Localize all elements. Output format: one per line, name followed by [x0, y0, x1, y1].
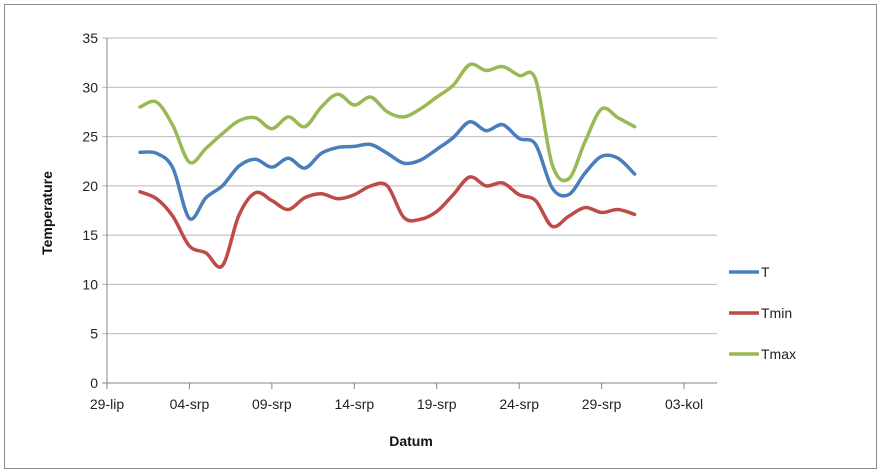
legend-label-tmin: Tmin	[761, 305, 792, 321]
legend: T Tmin Tmax	[729, 264, 796, 362]
x-tick-label: 09-srp	[252, 396, 292, 412]
y-tick-label: 5	[90, 326, 98, 342]
y-tick-label: 35	[82, 30, 98, 46]
series-line-t	[138, 120, 637, 221]
series-line-tmax	[138, 62, 637, 183]
series-lines	[138, 62, 637, 269]
series-line-tmin	[138, 175, 637, 269]
y-tick-label: 15	[82, 227, 98, 243]
y-tick-label: 0	[90, 375, 98, 391]
x-axis-title: Datum	[389, 433, 433, 449]
x-tick-label: 29-lip	[90, 396, 124, 412]
x-tick-label: 19-srp	[417, 396, 457, 412]
legend-label-t: T	[761, 264, 770, 280]
legend-label-tmax: Tmax	[761, 346, 796, 362]
x-tick-label: 04-srp	[170, 396, 210, 412]
x-tick-label: 24-srp	[499, 396, 539, 412]
y-tick-label: 25	[82, 129, 98, 145]
y-tick-label: 20	[82, 178, 98, 194]
x-axis: 0 5 10 15 20 25 30 35 29-lip 04-srp 09-srp 14-srp 19…	[82, 30, 703, 412]
chart-container: 0 5 10 15 20 25 30 35 29-lip 04-srp 09-srp 14-srp 19…	[4, 4, 877, 469]
y-tick-label: 10	[82, 276, 98, 292]
y-tick-label: 30	[82, 79, 98, 95]
x-tick-label: 03-kol	[665, 396, 703, 412]
y-axis-title: Temperature	[39, 171, 55, 255]
x-tick-label: 14-srp	[334, 396, 374, 412]
line-chart: 0 5 10 15 20 25 30 35 29-lip 04-srp 09-srp 14-srp 19…	[39, 30, 796, 449]
x-tick-label: 29-srp	[582, 396, 622, 412]
grid-lines	[102, 37, 717, 384]
